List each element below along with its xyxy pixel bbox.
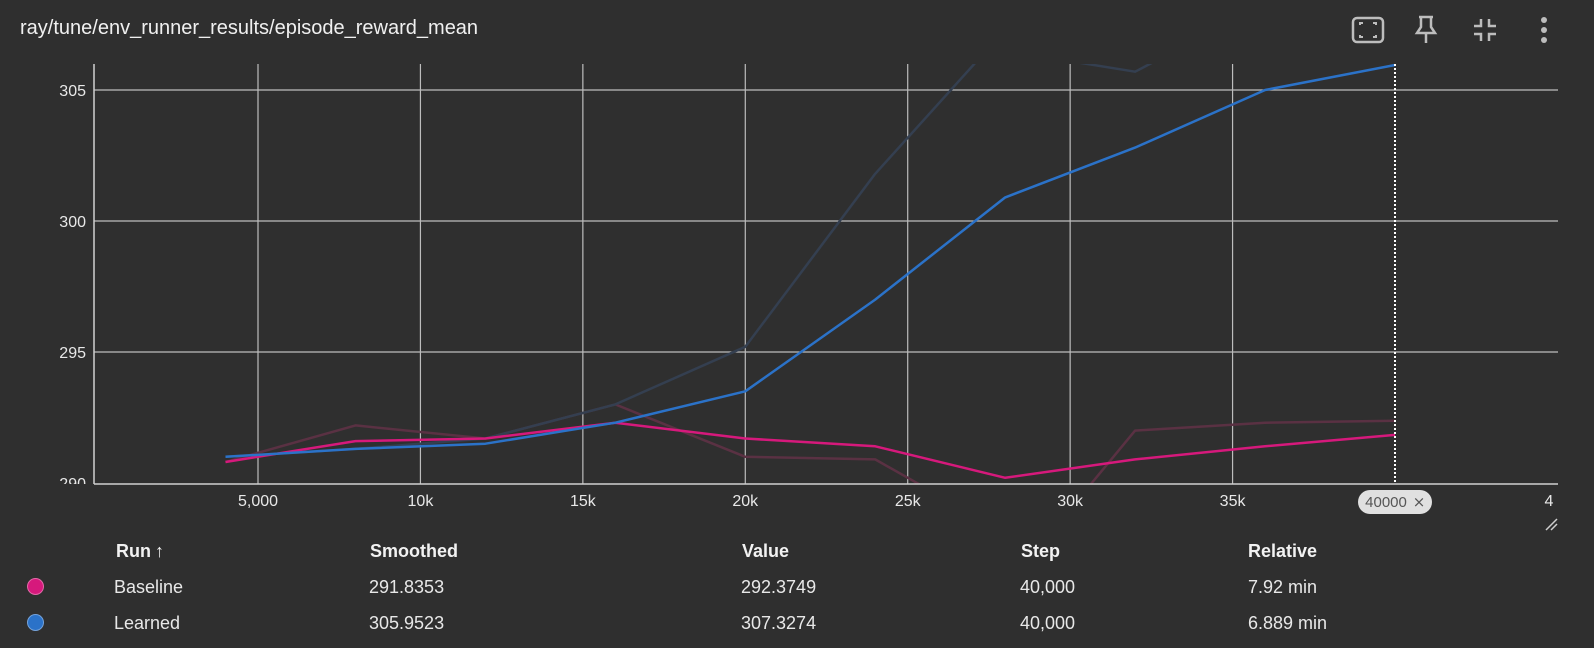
x-tick-label: 25k	[895, 493, 922, 510]
raw-value: 292.3749	[741, 577, 817, 597]
pin-icon	[1414, 15, 1438, 43]
y-tick-label: 300	[59, 214, 86, 231]
chart-axes: 5,000 10k 15k 20k 25k 30k 35k 4 305 300 295 290 4000…	[59, 64, 1558, 514]
fit-screen-icon	[1351, 16, 1385, 44]
run-name: Baseline	[114, 577, 184, 597]
x-tick-label: 30k	[1057, 493, 1084, 510]
run-column-header[interactable]: Run ↑	[116, 541, 164, 562]
baseline-raw-line	[225, 403, 1396, 484]
smoothed-column-header[interactable]: Smoothed	[370, 541, 458, 561]
hover-step-label: 40000	[1365, 494, 1407, 511]
run-header-label: Run	[116, 541, 151, 561]
step-value: 40,000	[1020, 577, 1076, 597]
x-tick-label: 5,000	[238, 493, 278, 510]
step-column-header[interactable]: Step	[1021, 541, 1061, 561]
relative-column-header[interactable]: Relative	[1248, 541, 1318, 561]
x-tick-label: 15k	[570, 493, 597, 510]
table-row[interactable]: Learned 305.9523 307.3274 40,000 6.889 m…	[0, 604, 1594, 640]
collapse-icon	[1474, 19, 1496, 41]
y-tick-label: 290	[59, 476, 86, 493]
close-icon[interactable]: ×	[1413, 493, 1426, 511]
x-tick-label: 4	[1545, 493, 1554, 510]
table-row[interactable]: Baseline 291.8353 292.3749 40,000 7.92 m…	[0, 568, 1594, 604]
collapse-button[interactable]	[1465, 12, 1505, 48]
fit-domain-button[interactable]	[1348, 12, 1388, 48]
y-tick-label: 295	[59, 345, 86, 362]
line-chart[interactable]: 5,000 10k 15k 20k 25k 30k 35k 4 305 300 295 290 4000…	[0, 60, 1594, 530]
run-name: Learned	[114, 613, 181, 633]
resize-handle-icon[interactable]	[1544, 517, 1558, 531]
smoothed-value: 291.8353	[369, 577, 445, 597]
step-value: 40,000	[1020, 613, 1076, 633]
y-tick-label: 305	[59, 83, 86, 100]
more-button[interactable]	[1524, 12, 1564, 48]
smoothed-value: 305.9523	[369, 613, 445, 633]
run-color-dot[interactable]	[27, 614, 44, 631]
value-column-header[interactable]: Value	[742, 541, 790, 561]
pin-button[interactable]	[1406, 12, 1446, 48]
x-tick-label: 10k	[408, 493, 435, 510]
hover-step-chip[interactable]: 40000 ×	[1358, 490, 1432, 514]
chart-series	[225, 64, 1396, 484]
more-vert-icon	[1541, 17, 1547, 43]
learned-raw-line	[225, 64, 1153, 459]
run-color-dot[interactable]	[27, 578, 44, 595]
learned-smoothed-line	[225, 64, 1396, 459]
card-header: ray/tune/env_runner_results/episode_rewa…	[0, 0, 1594, 60]
table-header: Run ↑ Smoothed Value Step Relative	[0, 532, 1594, 568]
relative-time: 7.92 min	[1248, 577, 1318, 597]
raw-value: 307.3274	[741, 613, 817, 633]
sort-arrow-icon: ↑	[155, 541, 164, 561]
chart-title: ray/tune/env_runner_results/episode_rewa…	[20, 17, 479, 39]
relative-time: 6.889 min	[1248, 613, 1328, 633]
x-tick-label: 20k	[732, 493, 759, 510]
baseline-smoothed-line	[225, 421, 1396, 480]
x-tick-label: 35k	[1220, 493, 1247, 510]
